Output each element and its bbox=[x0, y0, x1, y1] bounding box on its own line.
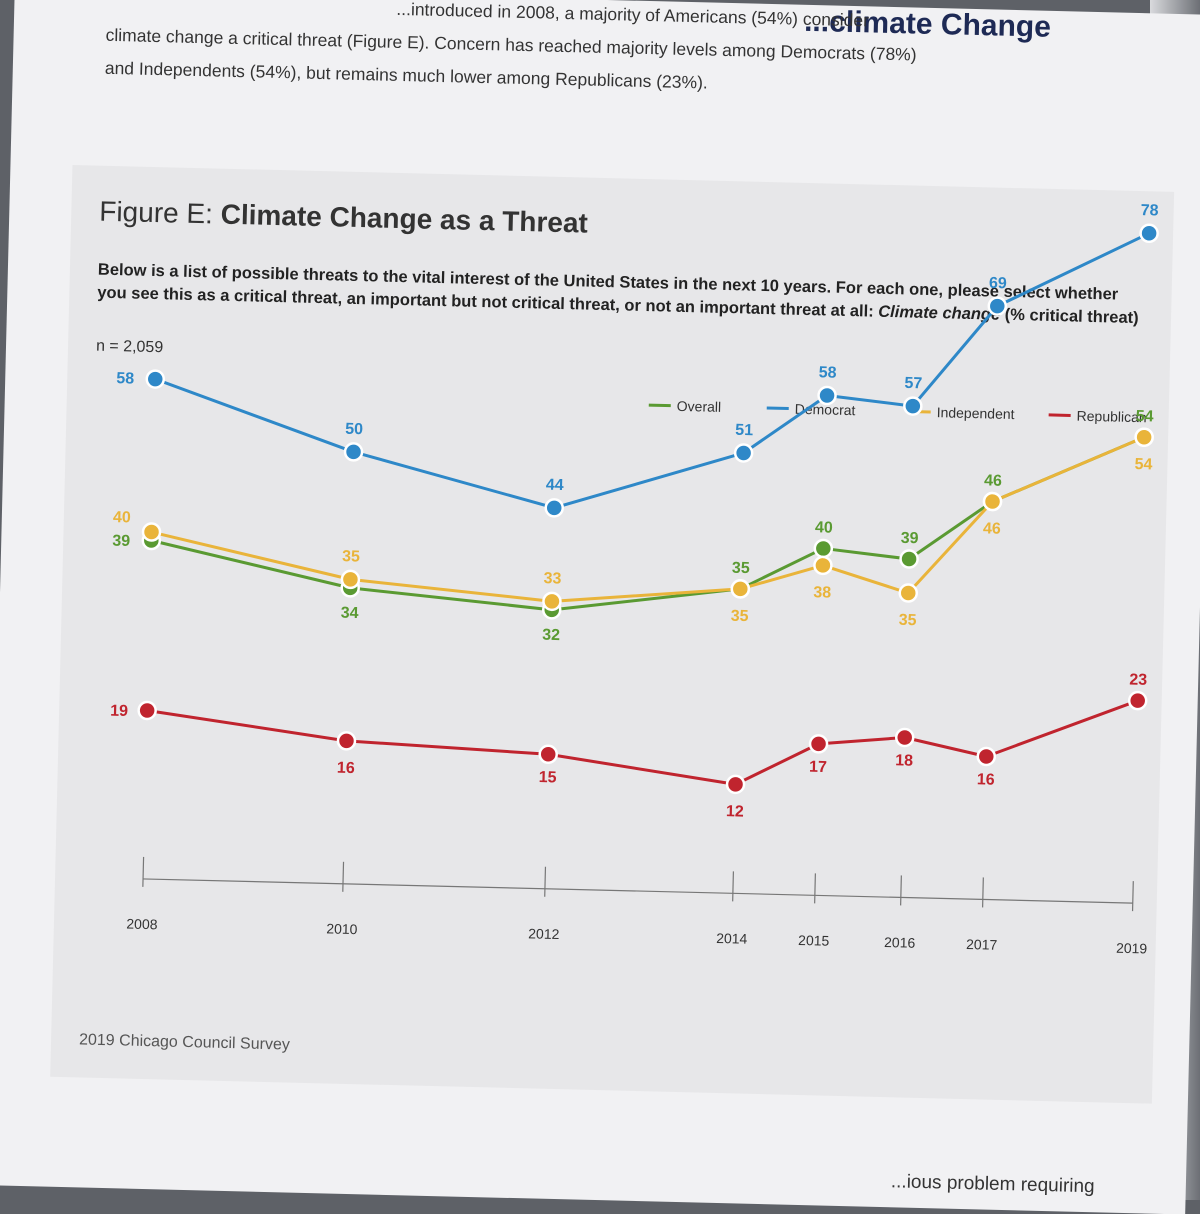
data-label-independent-2014: 35 bbox=[731, 608, 749, 625]
point-independent-2010 bbox=[340, 569, 361, 590]
point-democrat-2016 bbox=[903, 396, 923, 416]
point-democrat-2017 bbox=[987, 296, 1008, 316]
data-label-republican-2019: 23 bbox=[1129, 671, 1147, 688]
data-label-overall-2016: 39 bbox=[900, 530, 918, 547]
data-label-democrat-2008: 58 bbox=[116, 370, 134, 387]
data-label-republican-2015: 17 bbox=[809, 759, 827, 776]
x-tick-label-2019: 2019 bbox=[1116, 940, 1148, 957]
data-label-overall-2019: 54 bbox=[1136, 408, 1154, 425]
data-label-overall-2012: 32 bbox=[542, 627, 560, 644]
x-tick-2019 bbox=[1131, 881, 1134, 912]
x-tick-label-2012: 2012 bbox=[528, 925, 560, 942]
point-democrat-2014 bbox=[733, 443, 754, 463]
x-tick-label-2008: 2008 bbox=[126, 916, 158, 933]
data-label-overall-2015: 40 bbox=[815, 519, 833, 536]
point-republican-2017 bbox=[976, 746, 997, 767]
x-tick-2016 bbox=[900, 875, 902, 906]
legend-swatch-overall bbox=[648, 403, 671, 408]
data-label-overall-2014: 35 bbox=[732, 560, 750, 577]
series-line-republican bbox=[146, 699, 1139, 786]
data-label-republican-2016: 18 bbox=[895, 752, 913, 769]
data-label-democrat-2015: 58 bbox=[819, 364, 837, 381]
data-label-democrat-2017: 69 bbox=[989, 275, 1007, 292]
data-label-overall-2010: 34 bbox=[340, 605, 358, 622]
data-label-independent-2019: 54 bbox=[1134, 456, 1152, 473]
legend-label-overall: Overall bbox=[677, 398, 722, 415]
legend-label-democrat: Democrat bbox=[795, 401, 856, 418]
legend-label-republican: Republican bbox=[1076, 408, 1146, 426]
x-tick-2017 bbox=[982, 877, 984, 908]
point-democrat-2008 bbox=[145, 369, 166, 389]
x-tick-2010 bbox=[342, 861, 345, 892]
point-republican-2008 bbox=[137, 700, 157, 721]
data-label-independent-2010: 35 bbox=[342, 548, 360, 565]
intro-paragraph: ...introduced in 2008, a majority of Ame… bbox=[104, 0, 1136, 110]
legend-swatch-democrat bbox=[766, 406, 789, 411]
point-independent-2014 bbox=[730, 579, 751, 599]
point-democrat-2010 bbox=[343, 442, 364, 462]
x-tick-label-2010: 2010 bbox=[326, 920, 358, 937]
point-democrat-2019 bbox=[1139, 223, 1159, 244]
data-label-independent-2012: 33 bbox=[543, 570, 561, 587]
point-republican-2016 bbox=[894, 727, 915, 748]
figure-panel: Figure E: Climate Change as a Threat Bel… bbox=[50, 164, 1175, 1104]
x-tick-2015 bbox=[814, 873, 816, 904]
x-tick-2008 bbox=[142, 856, 145, 887]
data-label-democrat-2012: 44 bbox=[546, 477, 564, 494]
point-republican-2015 bbox=[808, 734, 829, 754]
data-label-independent-2016: 35 bbox=[898, 612, 916, 629]
point-independent-2019 bbox=[1134, 427, 1154, 447]
x-tick-label-2014: 2014 bbox=[716, 930, 748, 947]
point-independent-2017 bbox=[982, 491, 1003, 512]
x-tick-label-2017: 2017 bbox=[966, 936, 998, 953]
point-republican-2012 bbox=[538, 744, 558, 765]
point-independent-2008 bbox=[141, 522, 162, 542]
point-overall-2015 bbox=[813, 538, 834, 559]
data-label-republican-2008: 19 bbox=[110, 703, 128, 720]
x-axis: 2008 2010 2012 2014 2015 2016 2017 2019 bbox=[126, 856, 1148, 957]
chart-legend: Overall Democrat Independent Republican bbox=[648, 398, 1147, 426]
point-republican-2014 bbox=[725, 774, 746, 795]
data-label-democrat-2010: 50 bbox=[345, 421, 363, 438]
data-label-republican-2010: 16 bbox=[337, 760, 355, 777]
data-label-independent-2008: 40 bbox=[113, 509, 131, 526]
data-label-democrat-2016: 57 bbox=[904, 375, 922, 392]
x-tick-2014 bbox=[732, 871, 735, 902]
series-line-overall bbox=[150, 435, 1145, 612]
series-lines bbox=[146, 231, 1150, 786]
point-republican-2010 bbox=[336, 731, 357, 751]
point-independent-2016 bbox=[898, 583, 919, 603]
x-axis-line bbox=[143, 878, 1133, 904]
point-republican-2019 bbox=[1127, 690, 1148, 711]
point-democrat-2015 bbox=[817, 385, 837, 406]
series-points bbox=[137, 223, 1159, 795]
point-overall-2016 bbox=[899, 549, 919, 569]
series-line-independent bbox=[151, 435, 1145, 603]
point-democrat-2012 bbox=[544, 498, 564, 518]
legend-label-independent: Independent bbox=[936, 404, 1014, 422]
data-label-republican-2017: 16 bbox=[977, 771, 995, 788]
line-chart: Overall Democrat Independent Republican 200… bbox=[110, 202, 1159, 957]
x-tick-label-2016: 2016 bbox=[884, 934, 916, 951]
data-label-independent-2017: 46 bbox=[983, 520, 1001, 537]
series-line-democrat bbox=[154, 231, 1150, 510]
data-label-republican-2014: 12 bbox=[726, 803, 744, 820]
footer-text-fragment: ...ious problem requiring bbox=[890, 1171, 1095, 1198]
x-tick-label-2015: 2015 bbox=[798, 932, 830, 949]
data-label-democrat-2019: 78 bbox=[1141, 202, 1159, 219]
data-label-democrat-2014: 51 bbox=[735, 422, 753, 439]
data-label-republican-2012: 15 bbox=[539, 769, 557, 786]
data-label-independent-2015: 38 bbox=[813, 584, 831, 601]
point-independent-2015 bbox=[813, 555, 833, 576]
data-label-overall-2008: 39 bbox=[112, 533, 130, 550]
data-label-overall-2017: 46 bbox=[984, 472, 1002, 489]
legend-swatch-republican bbox=[1048, 413, 1071, 417]
x-tick-2012 bbox=[544, 866, 547, 897]
data-labels: 39 34 32 35 40 39 46 54 58 50 44 51 58 57 69 78 40 35 33 35… bbox=[110, 202, 1159, 820]
point-independent-2012 bbox=[542, 591, 562, 612]
